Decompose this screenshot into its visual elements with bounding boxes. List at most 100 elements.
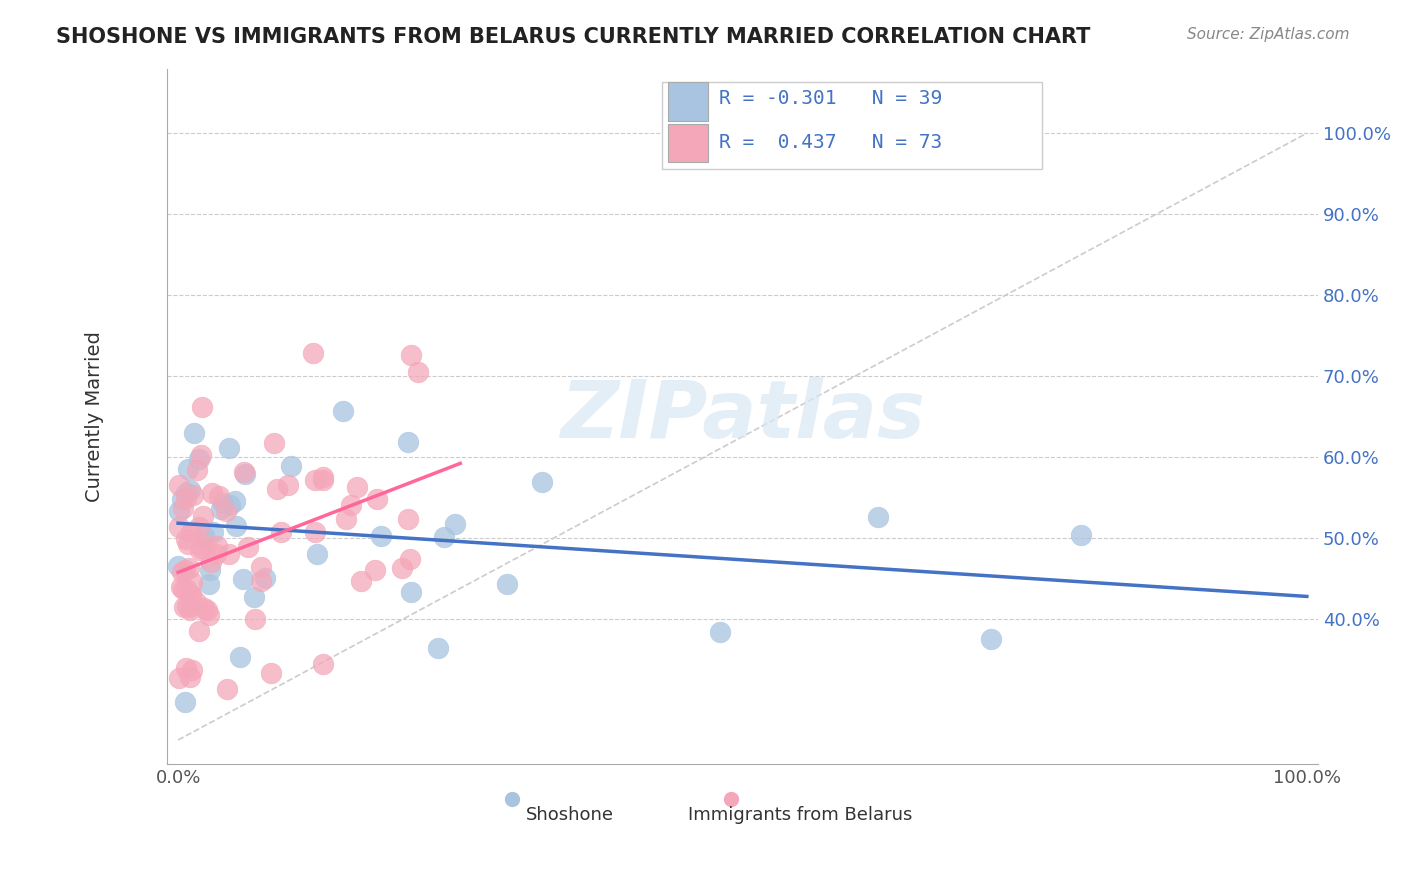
Point [302, 346, 325, 360]
Point [195, 538, 218, 552]
Text: R =  0.437   N = 73: R = 0.437 N = 73 [720, 133, 942, 152]
Point [174, 491, 197, 505]
Point [212, 496, 235, 510]
Point [183, 426, 205, 441]
Point [180, 574, 202, 589]
FancyBboxPatch shape [662, 82, 1042, 169]
Point [190, 449, 212, 463]
Point [180, 525, 202, 540]
Point [266, 482, 288, 496]
Point [270, 524, 292, 539]
Point [401, 348, 423, 362]
Point [396, 434, 419, 449]
Point [366, 491, 388, 506]
Point [202, 525, 225, 540]
Point [180, 588, 202, 602]
Point [177, 561, 200, 575]
Point [396, 512, 419, 526]
Point [277, 477, 299, 491]
Point [218, 441, 240, 455]
Point [177, 461, 200, 475]
Point [179, 670, 201, 684]
Point [174, 533, 197, 547]
Point [167, 671, 190, 685]
Point [218, 547, 240, 561]
Point [204, 547, 226, 561]
Point [332, 404, 354, 418]
Point [263, 435, 285, 450]
Point [200, 563, 222, 577]
Point [1070, 528, 1092, 542]
Point [709, 625, 731, 640]
Point [219, 498, 242, 512]
Point [225, 519, 247, 533]
Point [250, 559, 273, 574]
Text: Immigrants from Belarus: Immigrants from Belarus [688, 806, 912, 824]
Point [238, 541, 260, 555]
Point [172, 491, 194, 506]
Point [391, 561, 413, 575]
Point [172, 566, 194, 580]
Point [191, 400, 214, 414]
Text: Source: ZipAtlas.com: Source: ZipAtlas.com [1187, 27, 1350, 42]
Point [260, 665, 283, 680]
Point [184, 595, 207, 609]
Point [193, 600, 215, 615]
Point [186, 463, 208, 477]
Point [531, 475, 554, 489]
Point [433, 530, 456, 544]
Point [443, 517, 465, 532]
Point [167, 559, 190, 574]
Point [232, 465, 254, 479]
Point [215, 504, 238, 518]
Point [312, 470, 335, 484]
Point [188, 542, 211, 557]
Text: ZIPatlas: ZIPatlas [560, 377, 925, 456]
Point [187, 624, 209, 638]
Point [197, 607, 219, 622]
FancyBboxPatch shape [668, 124, 709, 162]
Point [198, 577, 221, 591]
Point [188, 451, 211, 466]
Point [346, 479, 368, 493]
Point [305, 548, 328, 562]
Point [224, 493, 246, 508]
Point [866, 509, 889, 524]
Point [350, 574, 373, 588]
Point [167, 478, 190, 492]
Point [176, 486, 198, 500]
Point [201, 486, 224, 500]
Point [170, 580, 193, 594]
Point [980, 632, 1002, 646]
Text: Shoshone: Shoshone [526, 806, 614, 824]
Text: SHOSHONE VS IMMIGRANTS FROM BELARUS CURRENTLY MARRIED CORRELATION CHART: SHOSHONE VS IMMIGRANTS FROM BELARUS CURR… [56, 27, 1091, 46]
Point [408, 365, 430, 379]
FancyBboxPatch shape [668, 82, 709, 120]
Point [208, 489, 231, 503]
Point [250, 574, 273, 588]
Point [191, 541, 214, 556]
Point [180, 663, 202, 677]
Y-axis label: Currently Married: Currently Married [86, 331, 104, 502]
Point [254, 571, 277, 585]
Point [187, 519, 209, 533]
Point [172, 582, 194, 596]
Point [304, 525, 326, 540]
Point [174, 661, 197, 675]
Point [335, 512, 357, 526]
Point [370, 529, 392, 543]
Point [280, 459, 302, 474]
Point [242, 590, 264, 604]
Point [167, 520, 190, 534]
Point [167, 503, 190, 517]
Point [176, 537, 198, 551]
Point [173, 563, 195, 577]
Point [191, 508, 214, 523]
Point [179, 603, 201, 617]
Point [233, 467, 256, 481]
Point [304, 473, 326, 487]
Point [399, 585, 422, 599]
Point [243, 612, 266, 626]
Point [364, 563, 387, 577]
Point [193, 529, 215, 543]
